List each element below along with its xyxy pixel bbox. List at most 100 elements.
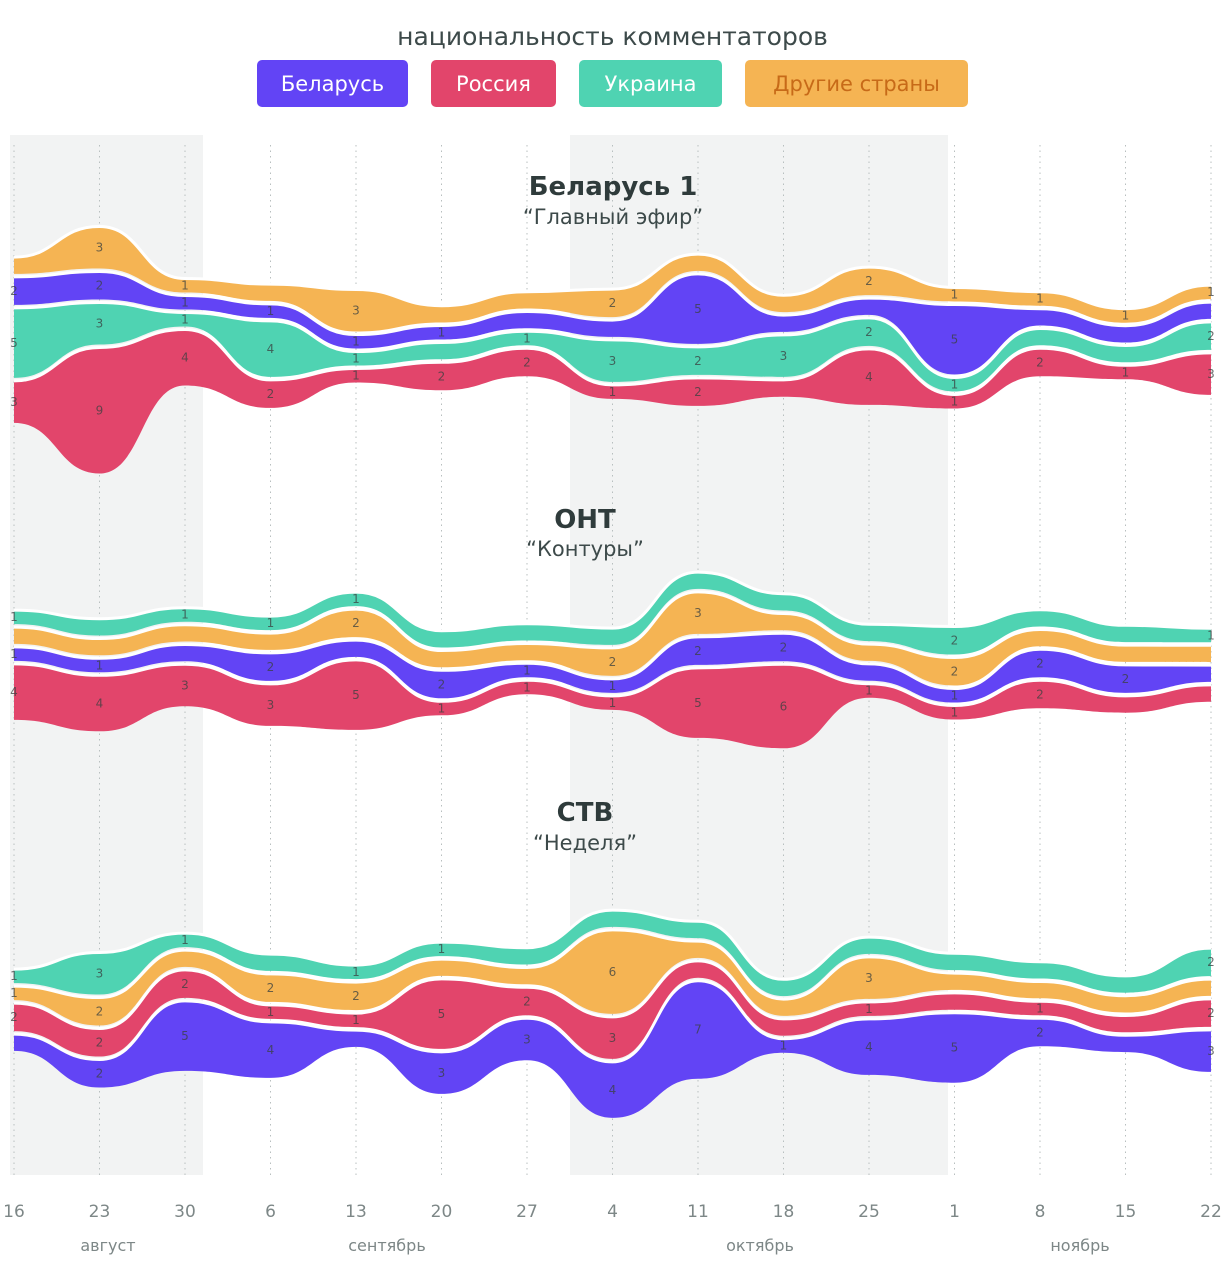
- stream-0-1: [14, 302, 1211, 392]
- value-label: 2: [865, 325, 873, 339]
- value-label: 1: [96, 658, 104, 672]
- value-label: 1: [352, 352, 360, 366]
- value-label: 1: [951, 689, 959, 703]
- value-label: 3: [523, 1032, 531, 1046]
- value-label: 1: [352, 1013, 360, 1027]
- value-label: 2: [609, 296, 617, 310]
- value-label: 2: [438, 369, 446, 383]
- value-label: 2: [865, 274, 873, 288]
- value-label: 2: [181, 977, 189, 991]
- value-label: 1: [352, 965, 360, 979]
- value-label: 1: [438, 701, 446, 715]
- stream-1-0: [14, 659, 1211, 749]
- x-tick-label: 25: [858, 1202, 880, 1222]
- stream-separator: [13, 959, 1212, 1031]
- stream-separator: [13, 327, 1212, 397]
- x-tick-label: 23: [89, 1202, 111, 1222]
- value-label: 2: [267, 387, 275, 401]
- value-label: 4: [865, 370, 873, 384]
- value-label: 5: [951, 1041, 959, 1055]
- value-label: 1: [10, 969, 18, 983]
- value-label: 2: [96, 1067, 104, 1081]
- x-tick-label: 4: [607, 1202, 618, 1222]
- value-label: 1: [10, 647, 18, 661]
- stream-separator: [13, 300, 1212, 380]
- value-label: 1: [352, 592, 360, 606]
- value-label: 2: [694, 354, 702, 368]
- value-label: 5: [438, 1007, 446, 1021]
- value-label: 1: [1122, 309, 1130, 323]
- stream-1-3: [14, 572, 1211, 655]
- stream-chart-1: 4 4 3 3 5 1 1 1 5 6 1 1 2 1 1 2 2 1 1 2 2 1 2 2 2 2 3 2 1 1 1 1 2 1: [10, 570, 1215, 749]
- x-tick-label: 20: [431, 1202, 453, 1222]
- value-label: 1: [1036, 1001, 1044, 1015]
- value-label: 2: [10, 284, 18, 298]
- value-label: 1: [10, 610, 18, 624]
- value-label: 4: [609, 1083, 617, 1097]
- value-label: 2: [352, 616, 360, 630]
- value-label: 2: [1207, 329, 1215, 343]
- value-label: 1: [1036, 292, 1044, 306]
- stream-chart-2: 2 5 4 3 3 4 7 1 4 5 2 3 2 2 2 1 1 5 2 3 1 1 2 1 2 2 2 6 3 1 3 1 1 1 2: [10, 908, 1215, 1118]
- legend-other: Другие страны: [745, 60, 968, 107]
- value-label: 2: [523, 355, 531, 369]
- value-label: 1: [951, 378, 959, 392]
- stream-separator: [13, 590, 1212, 660]
- stream-2-1: [14, 960, 1211, 1059]
- value-label: 2: [96, 1036, 104, 1050]
- value-label: 4: [181, 351, 189, 365]
- show-name-main-air: “Главный эфир”: [522, 205, 704, 229]
- value-label: 4: [267, 342, 275, 356]
- value-label: 5: [352, 688, 360, 702]
- channel-name-ont: ОНТ: [554, 505, 616, 535]
- value-label: 5: [181, 1029, 189, 1043]
- value-label: 1: [865, 684, 873, 698]
- value-label: 5: [10, 336, 18, 350]
- x-tick-label: 8: [1035, 1202, 1046, 1222]
- value-label: 1: [267, 1005, 275, 1019]
- value-label: 1: [181, 296, 189, 310]
- value-label: 2: [780, 640, 788, 654]
- value-label: 1: [609, 385, 617, 399]
- stream-separator: [13, 928, 1212, 1001]
- x-tick-label: 11: [687, 1202, 709, 1222]
- stream-2-0: [14, 980, 1211, 1118]
- value-label: 3: [694, 606, 702, 620]
- stream-0-0: [14, 329, 1211, 474]
- value-label: 3: [96, 967, 104, 981]
- stream-0-2: [14, 271, 1211, 375]
- x-tick-label: 1: [949, 1202, 960, 1222]
- value-label: 1: [10, 986, 18, 1000]
- value-label: 2: [1036, 1025, 1044, 1039]
- value-label: 1: [523, 680, 531, 694]
- month-label: октябрь: [726, 1236, 794, 1255]
- value-label: 2: [267, 660, 275, 674]
- value-label: 4: [865, 1040, 873, 1054]
- value-label: 3: [1207, 1044, 1215, 1058]
- value-label: 3: [609, 354, 617, 368]
- value-label: 1: [267, 616, 275, 630]
- value-label: 4: [96, 696, 104, 710]
- channel-name-belarus1: Беларусь 1: [528, 172, 698, 202]
- value-label: 2: [1207, 955, 1215, 969]
- value-label: 1: [1122, 365, 1130, 379]
- value-label: 1: [352, 369, 360, 383]
- show-name-contours: “Контуры”: [526, 537, 644, 561]
- value-label: 3: [438, 1066, 446, 1080]
- x-tick-label: 22: [1200, 1202, 1222, 1222]
- value-label: 4: [10, 685, 18, 699]
- value-label: 3: [352, 304, 360, 318]
- legend-ukraine: Украина: [579, 60, 722, 107]
- value-label: 3: [267, 698, 275, 712]
- value-label: 1: [609, 679, 617, 693]
- value-label: 1: [1207, 285, 1215, 299]
- value-label: 2: [1036, 656, 1044, 670]
- value-label: 1: [181, 313, 189, 327]
- stream-0-3: [14, 226, 1211, 332]
- value-label: 2: [1122, 672, 1130, 686]
- value-label: 3: [1207, 367, 1215, 381]
- value-label: 1: [181, 279, 189, 293]
- value-label: 1: [438, 942, 446, 956]
- value-label: 1: [438, 326, 446, 340]
